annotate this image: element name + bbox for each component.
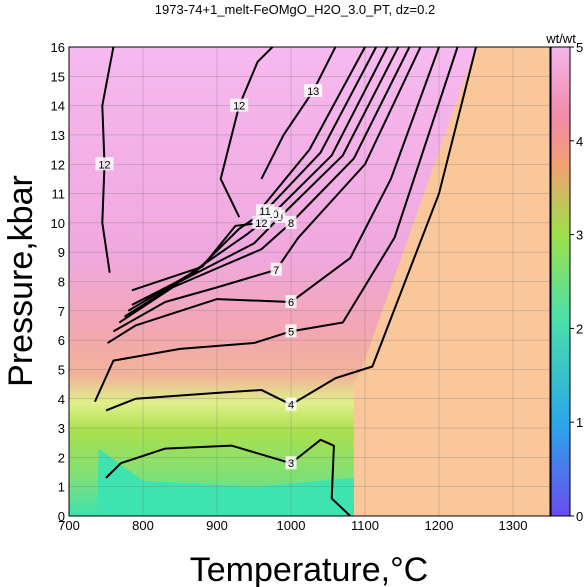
contour-label-text: 8 [288,218,294,230]
colorbar-tick-label: 0 [576,509,583,524]
contour-label-bg [285,215,297,229]
y-tick-label: 0 [58,509,65,524]
colorbar-tick-label: 1 [576,415,583,430]
colorbar: wt/wt 0 1 2 3 4 5 [545,31,583,524]
y-axis-label: Pressure,kbar [2,175,40,387]
x-tick-label: 1300 [499,518,528,533]
contour-label-bg [285,456,297,470]
y-tick-label: 2 [58,450,65,465]
y-tick-label: 5 [58,362,65,377]
x-tick-label: 900 [206,518,228,533]
contour-label-text: 11 [259,206,270,218]
contour-label-bg [304,83,323,97]
x-tick-label: 1100 [351,518,379,533]
contour-line-9 [123,47,400,318]
y-tick-label: 10 [51,216,65,231]
colorbar-scale [550,46,571,517]
y-tick-label: 3 [58,421,65,436]
x-tick-label: 1000 [277,518,306,533]
contour-label-13: 13 [304,83,323,98]
contour-label-bg [95,157,114,171]
contour-label-bg [285,295,297,309]
plot-frame [68,46,551,517]
contour-label-12: 12 [252,215,271,230]
contour-label-text: 4 [288,400,294,412]
contour-label-text: 12 [255,218,267,230]
y-tick-label: 1 [58,480,65,495]
colorbar-tick-label: 4 [576,134,583,149]
contour-label-text: 12 [233,101,245,113]
contour-label-text: 12 [98,159,110,171]
colorbar-tick-label: 3 [576,228,583,243]
colorbar-label: wt/wt [545,31,576,46]
contour-label-5: 5 [285,324,297,338]
contour-label-bg [285,397,297,411]
y-tick-label: 9 [58,245,65,260]
contour-line-8 [118,47,411,324]
contour-label-bg [256,204,275,218]
x-tick-label: 800 [132,518,154,533]
contour-label-bg [270,262,282,276]
contour-line-13 [260,47,337,180]
contour-label-7: 7 [270,262,282,277]
contour-label-12.5: 12 [230,98,249,113]
contour-label-text: 3 [288,458,294,470]
y-tick-label: 14 [51,99,65,114]
y-tick-label: 6 [58,333,65,348]
contour-line-5 [93,47,459,403]
colorbar-tick-label: 5 [576,40,583,55]
x-axis-label: Temperature,°C [190,551,428,587]
contour-label-8: 8 [285,215,297,230]
contour-line-11 [131,47,377,306]
contour-label-bg [285,324,297,338]
y-tick-label: 15 [51,69,65,84]
contour-label-bg [230,98,249,112]
contour-label-bg [252,215,271,229]
contour-label-3: 3 [285,456,297,470]
colorbar-tick-label: 2 [576,321,583,336]
contour-label-12: 12 [95,157,114,171]
contour-label-text: 6 [288,297,294,309]
y-tick-label: 11 [52,187,66,202]
y-tick-label: 16 [51,40,65,55]
contour-label-4: 4 [285,397,297,412]
y-tick-label: 13 [51,128,65,143]
contour-label-6: 6 [285,295,297,309]
y-tick-label: 7 [58,304,65,319]
x-tick-label: 1200 [425,518,454,533]
y-tick-label: 12 [51,157,65,172]
x-tick-label: 700 [58,518,80,533]
contour-label-text: 7 [273,265,279,277]
contour-label-text: 5 [288,326,294,338]
region-1 [97,448,354,516]
contour-label-text: 13 [307,86,319,98]
plot-area: 3456789101112121312 70080090010001100120… [51,40,551,533]
contour-label-11: 11 [256,204,275,218]
chart-title: 1973-74+1_melt-FeOMgO_H2O_3.0_PT, dz=0.2 [155,2,435,17]
y-tick-label: 8 [58,275,65,290]
y-tick-label: 4 [58,392,65,407]
